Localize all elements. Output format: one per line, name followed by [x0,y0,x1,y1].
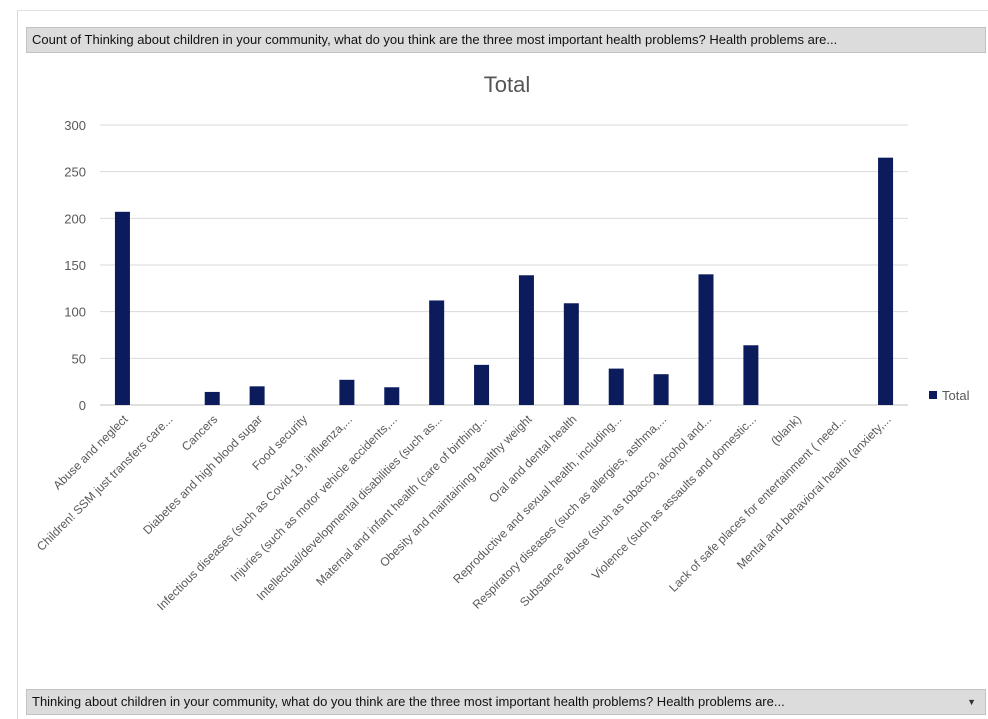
x-tick-label: Reproductive and sexual health, includin… [450,412,624,586]
x-tick-label: Oral and dental health [486,412,579,505]
y-tick-label: 250 [64,165,86,180]
axis-field-label: Thinking about children in your communit… [32,694,785,709]
bar[interactable] [429,300,445,405]
bar[interactable] [384,387,400,405]
legend: Total [929,388,970,403]
bar[interactable] [608,368,624,405]
bar[interactable] [563,303,579,405]
x-tick-label: Abuse and neglect [50,412,131,493]
y-tick-label: 0 [79,398,86,413]
x-tick-label: (blank) [768,412,804,448]
dropdown-arrow-icon[interactable]: ▼ [967,697,976,707]
y-tick-label: 100 [64,305,86,320]
bar[interactable] [204,391,220,405]
values-field-label: Count of Thinking about children in your… [32,32,838,47]
legend-swatch [929,391,937,399]
bar[interactable] [518,275,534,405]
bar[interactable] [878,157,894,405]
bar[interactable] [249,386,265,405]
chart-title: Total [484,72,530,97]
bar-series [114,157,894,405]
x-tick-label: Cancers [179,412,220,453]
y-axis: 0 50 100 150 200 250 300 [64,118,86,413]
y-tick-label: 300 [64,118,86,133]
bar[interactable] [743,345,759,405]
values-field-button[interactable]: Count of Thinking about children in your… [26,27,986,53]
y-tick-label: 50 [72,351,86,366]
legend-label: Total [942,388,970,403]
x-tick-label: Injuries (such as motor vehicle accident… [228,412,400,584]
gridlines [100,124,908,406]
y-tick-label: 150 [64,258,86,273]
bar[interactable] [653,374,669,405]
y-tick-label: 200 [64,211,86,226]
bar[interactable] [339,379,355,405]
bar[interactable] [474,364,490,405]
axis-field-button[interactable]: Thinking about children in your communit… [26,689,986,715]
x-tick-label: Violence (such as assaults and domestic.… [589,412,759,582]
bar[interactable] [698,274,714,405]
bar[interactable] [114,211,130,405]
chart-frame [17,10,988,719]
